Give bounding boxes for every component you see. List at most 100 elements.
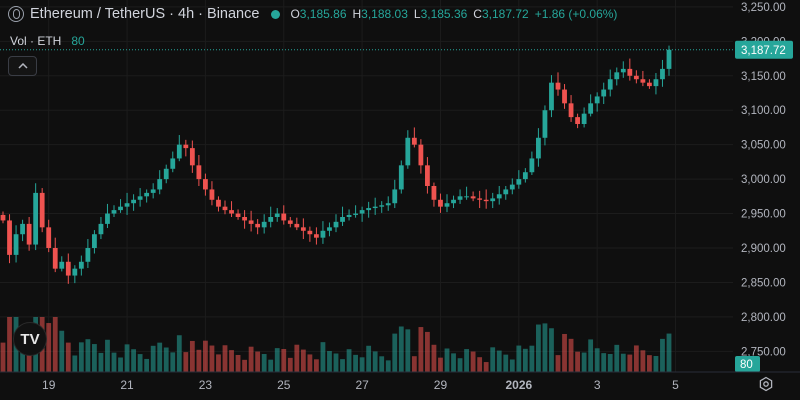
symbol-legend: Ethereum / TetherUS · 4h · Binance O3,18… <box>8 6 617 22</box>
volume-bar <box>274 348 280 372</box>
volume-bar <box>46 323 52 372</box>
volume-bar <box>0 342 6 372</box>
volume-bar <box>92 344 97 372</box>
volume-bar <box>327 351 332 372</box>
volume-bar <box>607 354 613 372</box>
volume-bar <box>457 358 463 372</box>
candle-body <box>562 89 567 104</box>
tradingview-logo[interactable]: TV <box>13 322 47 356</box>
price-tick-label: 3,250.00 <box>741 2 786 14</box>
candle-body <box>248 220 254 224</box>
volume-bar <box>229 350 234 372</box>
candle-body <box>653 79 659 87</box>
volume-bar <box>137 354 143 372</box>
price-tick-label: 3,050.00 <box>741 140 786 152</box>
volume-bar <box>216 354 221 372</box>
candle-body <box>496 194 502 199</box>
price-tick-label: 2,900.00 <box>741 243 786 255</box>
volume-bar <box>294 344 300 372</box>
candle-body <box>13 234 19 255</box>
volume-bar <box>209 345 215 372</box>
candle-body <box>470 196 476 199</box>
volume-bar <box>150 345 156 372</box>
volume-bar <box>581 352 587 372</box>
time-tick-label: 25 <box>277 378 291 392</box>
open-label: O <box>290 7 300 21</box>
candle-body <box>176 144 182 159</box>
collapse-legend-button[interactable] <box>8 56 37 76</box>
candle-body <box>222 206 228 211</box>
volume-bar <box>379 356 385 372</box>
candle-body <box>46 227 52 248</box>
candle-body <box>33 192 39 245</box>
candle-body <box>464 196 469 198</box>
volume-bar <box>78 342 84 372</box>
volume-bar <box>235 354 241 372</box>
volume-bar <box>503 354 509 372</box>
volume-bar <box>255 351 261 372</box>
candle-body <box>287 220 293 224</box>
candle-body <box>105 213 110 224</box>
candle-body <box>327 227 332 231</box>
open-value: 3,185.86 <box>299 7 347 21</box>
gear-icon[interactable] <box>758 376 774 392</box>
candle-body <box>261 221 267 228</box>
candle-body <box>594 96 600 104</box>
price-tick-label: 3,000.00 <box>741 174 786 186</box>
candle-body <box>294 223 300 228</box>
symbol-title[interactable]: Ethereum / TetherUS · 4h · Binance <box>30 6 260 22</box>
candle-body <box>314 234 319 238</box>
volume-bar <box>660 338 665 372</box>
volume-bar <box>183 352 189 372</box>
candle-body <box>457 196 463 200</box>
volume-bar <box>529 345 535 372</box>
candle-body <box>490 198 496 202</box>
volume-bar <box>366 345 372 372</box>
candle-body <box>229 210 234 214</box>
volume-label[interactable]: Vol · ETH <box>10 34 62 48</box>
candle-body <box>385 203 391 206</box>
volume-bar <box>398 326 404 372</box>
candle-body <box>529 158 535 173</box>
candle-body <box>555 82 561 90</box>
candle-body <box>196 165 202 180</box>
volume-bar <box>333 353 339 372</box>
volume-bar <box>666 333 672 372</box>
volume-bar <box>549 328 554 372</box>
market-status-icon <box>271 9 281 19</box>
volume-bar <box>490 347 496 372</box>
candle-body <box>268 217 274 222</box>
candle-body <box>216 199 221 207</box>
candle-body <box>601 89 607 97</box>
volume-bar <box>496 350 502 372</box>
low-label: L <box>413 7 421 21</box>
volume-bar <box>555 355 561 372</box>
price-tick-label: 2,850.00 <box>741 277 786 289</box>
price-axis: 3,250.003,200.003,150.003,100.003,050.00… <box>735 2 793 372</box>
time-tick-label: 27 <box>355 378 369 392</box>
volume-bar <box>300 349 306 372</box>
volume-bar <box>248 346 254 372</box>
candle-body <box>444 203 450 207</box>
candle-body <box>131 199 136 204</box>
volume-bar <box>575 351 580 372</box>
candle-body <box>235 213 241 217</box>
candle-body <box>640 79 646 83</box>
volume-bar <box>242 359 247 372</box>
volume-bar <box>477 357 483 372</box>
volume-bar <box>444 348 450 372</box>
candle-body <box>320 230 326 238</box>
low-value: 3,185.36 <box>420 7 468 21</box>
candle-body <box>333 221 339 228</box>
high-value: 3,188.03 <box>361 7 408 21</box>
volume-bar <box>52 317 58 372</box>
volume-bar <box>542 323 548 372</box>
candle-body <box>503 189 509 195</box>
volume-bar <box>431 344 437 372</box>
volume-bar <box>653 356 659 372</box>
candle-body <box>157 179 163 190</box>
price-tick-label: 2,800.00 <box>741 312 786 324</box>
candle-body <box>536 137 541 159</box>
